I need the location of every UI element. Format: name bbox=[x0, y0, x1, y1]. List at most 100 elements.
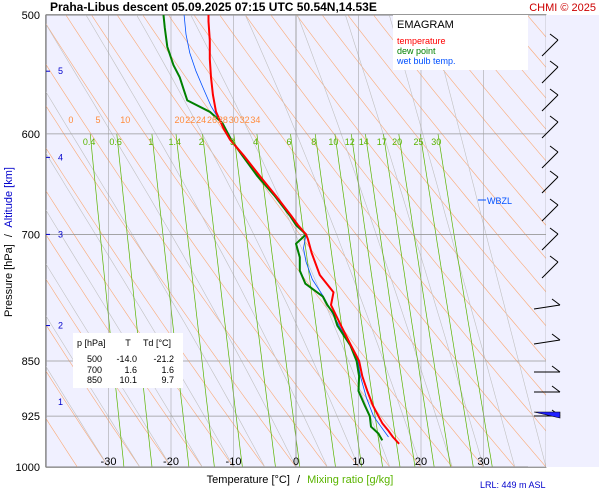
mixing-ratio-label: 25 bbox=[413, 137, 423, 147]
wind-barbs bbox=[533, 33, 561, 419]
x-axis-label: Temperature [°C] / Mixing ratio [g/kg] bbox=[207, 474, 394, 486]
mixing-ratio-label: 3 bbox=[230, 137, 235, 147]
table-row-500-t: -14.0 bbox=[116, 354, 137, 364]
dry-adiabat-line bbox=[475, 15, 546, 99]
wind-barb-shaft bbox=[533, 304, 561, 310]
temperature-tick-label: 20 bbox=[415, 456, 427, 468]
dry-adiabat-line bbox=[46, 64, 328, 467]
pressure-tick-label: 925 bbox=[22, 411, 40, 423]
dry-adiabat-line bbox=[46, 278, 172, 467]
altitude-tick-label: 2 bbox=[58, 321, 63, 331]
x-axis-label-sep: / bbox=[297, 474, 301, 486]
wind-barb-feather bbox=[551, 385, 561, 393]
dry-adiabat-label: 22 bbox=[185, 115, 195, 125]
altitude-tick-label: 3 bbox=[58, 229, 63, 239]
mixing-ratio-label: 10 bbox=[328, 137, 338, 147]
moist-adiabat-line bbox=[190, 15, 391, 467]
moist-adiabat-line bbox=[136, 15, 359, 467]
profiles bbox=[162, 15, 400, 445]
data-table-box bbox=[73, 333, 183, 388]
mixing-ratio-line bbox=[383, 133, 435, 467]
wind-barb-shaft bbox=[541, 94, 559, 112]
dry-adiabat-line bbox=[46, 147, 266, 467]
dew-point-profile bbox=[162, 15, 384, 441]
dry-adiabat-line bbox=[168, 15, 516, 467]
wind-barb-shaft bbox=[533, 339, 561, 345]
wind-barb-feather bbox=[551, 298, 561, 306]
wind-barb-shaft bbox=[541, 66, 559, 84]
mixing-ratio-label: 0.6 bbox=[109, 137, 122, 147]
moist-adiabat-line bbox=[297, 15, 453, 467]
table-header-p: p [hPa] bbox=[77, 338, 106, 348]
temperature-tick-label: -20 bbox=[163, 456, 179, 468]
table-row-500-p: 500 bbox=[87, 354, 102, 364]
legend-title: EMAGRAM bbox=[397, 19, 454, 31]
table-row-850-t: 10.1 bbox=[119, 375, 137, 385]
wind-barb-shaft bbox=[541, 233, 559, 251]
wind-barb-feather bbox=[549, 255, 559, 263]
dry-adiabat-label: 24 bbox=[196, 115, 206, 125]
wind-barb-feather bbox=[549, 145, 559, 153]
moist-adiabat-line bbox=[46, 152, 234, 467]
dry-adiabat-line bbox=[398, 15, 546, 194]
table-row-700-t: 1.6 bbox=[124, 365, 137, 375]
moist-adiabat-line bbox=[244, 15, 422, 467]
dry-adiabat-label: 20 bbox=[174, 115, 184, 125]
dry-adiabat-line bbox=[46, 190, 234, 467]
legend-item-temperature: temperature bbox=[397, 36, 446, 46]
mixing-ratio-label: 1.4 bbox=[169, 137, 182, 147]
wind-barb-shaft bbox=[541, 39, 559, 57]
mixing-ratio-line bbox=[116, 133, 153, 467]
dry-adiabat-label: 32 bbox=[240, 115, 250, 125]
dry-adiabat-line bbox=[116, 15, 453, 467]
x-axis-label-temp: Temperature [°C] bbox=[207, 474, 290, 486]
dry-adiabat-line bbox=[296, 15, 546, 327]
mixing-ratio-label: 1 bbox=[148, 137, 153, 147]
pressure-tick-label: 600 bbox=[22, 129, 40, 141]
dry-adiabat-line bbox=[219, 15, 546, 432]
wind-barb-shaft bbox=[541, 261, 559, 279]
wind-barb-feather bbox=[549, 60, 559, 68]
dry-adiabat-line bbox=[46, 234, 203, 467]
dry-adiabat-line bbox=[321, 15, 546, 293]
wind-barb-feather bbox=[551, 333, 561, 341]
dry-adiabat-label: 34 bbox=[250, 115, 260, 125]
wind-barb-feather bbox=[551, 365, 561, 373]
moist-adiabat-line bbox=[46, 315, 141, 467]
mixing-ratio-line bbox=[398, 133, 451, 467]
altitude-tick-label: 5 bbox=[58, 66, 63, 76]
dry-adiabat-label: 30 bbox=[229, 115, 239, 125]
mixing-ratio-line bbox=[89, 133, 125, 467]
mixing-ratio-line bbox=[290, 133, 336, 467]
mixing-ratio-label: 30 bbox=[431, 137, 441, 147]
mixing-ratio-line bbox=[334, 133, 383, 467]
dry-adiabat-line bbox=[373, 15, 546, 226]
altitude-tick-label: 1 bbox=[58, 397, 63, 407]
x-axis-label-mix: Mixing ratio [g/kg] bbox=[307, 474, 393, 486]
table-row-850-td: 9.7 bbox=[161, 375, 174, 385]
temperature-profile bbox=[207, 15, 400, 445]
temperature-tick-label: -10 bbox=[226, 456, 242, 468]
wind-barb-shaft bbox=[541, 121, 559, 139]
table-row-500-td: -21.2 bbox=[153, 354, 174, 364]
temperature-tick-label: 30 bbox=[477, 456, 489, 468]
wbzl-label: WBZL bbox=[487, 196, 512, 206]
mixing-ratio-line bbox=[419, 133, 474, 467]
pressure-tick-label: 500 bbox=[22, 10, 40, 22]
table-header-t: T bbox=[125, 338, 131, 348]
mixing-ratio-label: 0.4 bbox=[83, 137, 96, 147]
moist-adiabat-line bbox=[85, 15, 328, 467]
mixing-ratio-label: 2 bbox=[199, 137, 204, 147]
moist-adiabat-line bbox=[46, 91, 266, 467]
mixing-ratio-label: 4 bbox=[253, 137, 258, 147]
wind-barb-feather bbox=[549, 88, 559, 96]
dry-adiabat-label: 5 bbox=[96, 115, 101, 125]
moist-adiabat-line bbox=[388, 15, 516, 467]
table-row-700-p: 700 bbox=[87, 365, 102, 375]
y-axis-label: Pressure [hPa] / Altitude [km] bbox=[3, 167, 15, 317]
mixing-ratio-label: 12 bbox=[345, 137, 355, 147]
dry-adiabat-label: 0 bbox=[68, 115, 73, 125]
dry-adiabat-line bbox=[193, 15, 546, 467]
